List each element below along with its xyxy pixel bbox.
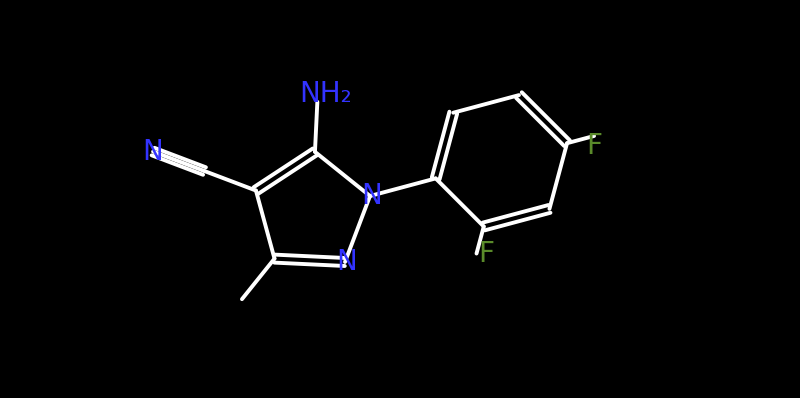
Text: N: N <box>142 138 163 166</box>
Text: N: N <box>337 248 358 276</box>
Text: N: N <box>362 182 382 210</box>
Text: F: F <box>586 132 602 160</box>
Text: F: F <box>478 240 494 267</box>
Text: NH₂: NH₂ <box>299 80 352 108</box>
